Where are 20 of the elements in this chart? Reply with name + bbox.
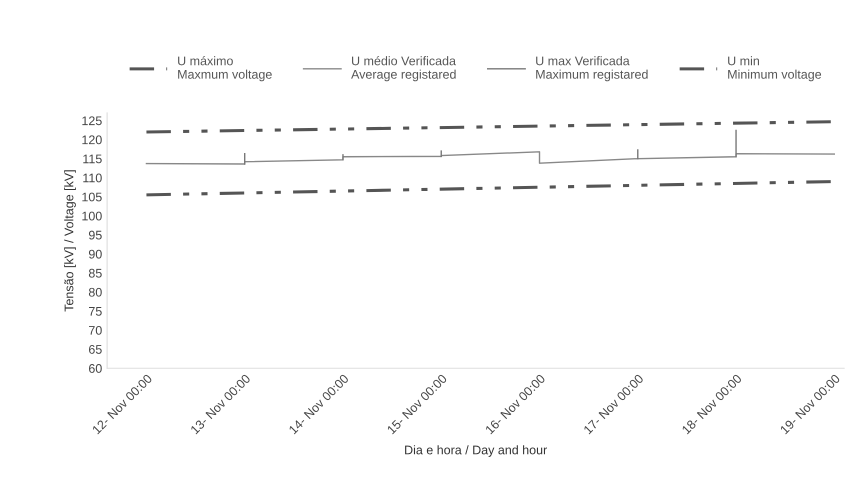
y-tick-label: 70 — [89, 326, 102, 335]
y-tick-label: 110 — [83, 174, 102, 182]
y-tick-label: 125 — [82, 116, 102, 126]
y-tick-label: 75 — [89, 307, 102, 316]
y-tick-label: 120 — [82, 135, 102, 144]
y-tick-label: 105 — [82, 192, 102, 202]
legend-label: U min Minimum voltage — [728, 56, 822, 82]
y-axis-title: Tensão [kV] / Voltage [kV] — [64, 170, 76, 312]
y-tick-label: 60 — [88, 364, 102, 373]
legend-label: U máximo Maxmum voltage — [178, 56, 272, 82]
y-tick-label: 115 — [83, 154, 102, 164]
y-tick-label: 65 — [88, 344, 102, 354]
x-axis-title: Dia e hora / Day and hour — [405, 445, 548, 457]
legend-label: U max Verificada Maximum registared — [536, 56, 648, 82]
y-tick-label: 95 — [88, 230, 102, 240]
y-tick-label: 100 — [82, 212, 102, 220]
y-tick-label: 80 — [88, 288, 102, 297]
y-tick-label: 85 — [88, 268, 102, 278]
y-tick-label: 90 — [88, 250, 102, 259]
legend-label: U médio Verificada Average registared — [351, 56, 456, 82]
